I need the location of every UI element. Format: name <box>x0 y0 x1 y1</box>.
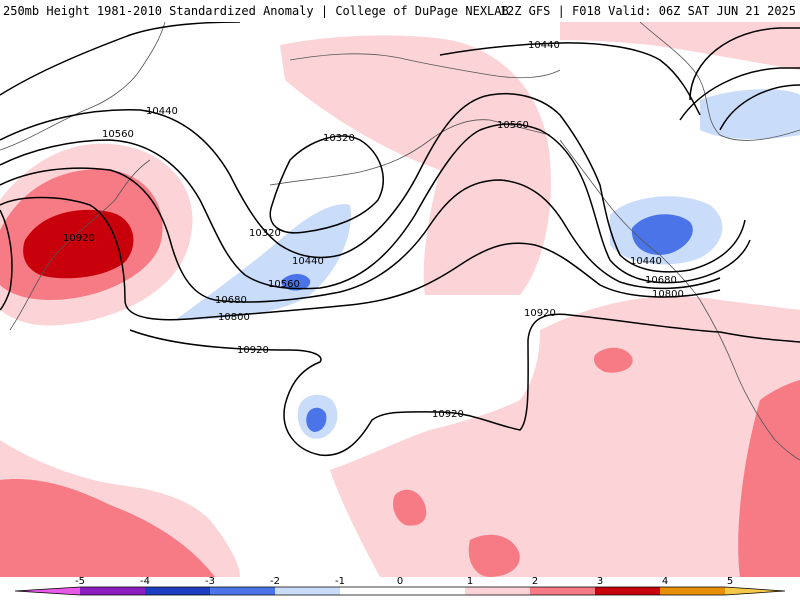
anomaly-neg2-central-pacific <box>281 274 311 291</box>
colorbar-swatches <box>14 586 786 596</box>
colorbar-swatch-neg2 <box>210 587 275 595</box>
anomaly-pos2-southwest <box>0 479 215 577</box>
anomaly-map: 10440 10440 10560 10560 10320 10320 1092… <box>0 22 800 577</box>
contour-10560-west <box>0 123 751 290</box>
coastline-hudson <box>639 22 800 141</box>
coastline-westcoast <box>559 139 800 461</box>
contour-label: 10920 <box>63 233 95 244</box>
coastline-asia <box>0 22 166 151</box>
map-title: 250mb Height 1981-2010 Standardized Anom… <box>3 4 509 18</box>
colorbar-tick-label: 4 <box>662 576 668 587</box>
contour-label: 10920 <box>237 345 269 356</box>
contour-10440-hudson <box>689 27 800 101</box>
colorbar-swatch-neg3 <box>145 587 210 595</box>
contour-label: 10320 <box>323 133 355 144</box>
colorbar-ticks: -5 -4 -3 -2 -1 0 1 2 3 4 5 <box>75 576 733 587</box>
colorbar-tick-label: 0 <box>397 576 403 587</box>
contour-10680-west <box>0 167 721 303</box>
anomaly-neg1-central-pacific <box>175 204 351 320</box>
contour-label: 10560 <box>497 120 529 131</box>
contour-label: 10680 <box>645 275 677 286</box>
anomaly-pos1-southeast <box>330 296 800 577</box>
anomaly-colorbar: -5 -4 -3 -2 -1 0 1 2 3 4 5 <box>14 576 786 596</box>
contour-label: 10680 <box>215 295 247 306</box>
colorbar-tick-label: -1 <box>335 576 345 587</box>
anomaly-pos2-mexico <box>738 380 800 577</box>
contour-10560-hudson-ring1 <box>679 67 800 121</box>
contour-10920-east-loop <box>719 331 800 343</box>
anomaly-pos2-south-center <box>393 489 427 526</box>
contour-10440-top <box>0 22 241 96</box>
contour-10800-west <box>0 196 721 321</box>
contour-labels: 10440 10440 10560 10560 10320 10320 1092… <box>63 40 684 420</box>
coastline-alaska <box>269 119 551 186</box>
anomaly-pos1-arctic <box>560 22 800 70</box>
anomaly-pos2-south-east <box>468 534 520 577</box>
strong-positive-anomaly <box>0 169 800 577</box>
coastline-kamchatka <box>9 159 151 331</box>
colorbar-swatch-pos4 <box>660 587 725 595</box>
contour-10920-main <box>129 313 721 456</box>
contour-label: 10440 <box>528 40 560 51</box>
colorbar-swatch-pos2 <box>530 587 595 595</box>
contour-west-loop <box>0 209 13 311</box>
colorbar-tick-label: 1 <box>467 576 473 587</box>
contour-label: 10440 <box>292 256 324 267</box>
colorbar-swatch-pos5 <box>725 587 785 595</box>
contour-10560-hudson-ring2 <box>719 84 800 131</box>
colorbar-tick-label: -3 <box>205 576 215 587</box>
contour-label: 10920 <box>432 409 464 420</box>
contour-label: 10440 <box>630 256 662 267</box>
contour-label: 10560 <box>268 279 300 290</box>
colorbar-swatch-neg5 <box>15 587 80 595</box>
coastline-alaska-north <box>289 53 561 79</box>
colorbar-tick-label: 5 <box>727 576 733 587</box>
contour-10320 <box>269 135 384 234</box>
colorbar-tick-label: 3 <box>597 576 603 587</box>
colorbar-swatch-neg1 <box>275 587 340 595</box>
map-header: 250mb Height 1981-2010 Standardized Anom… <box>0 0 800 22</box>
colorbar-tick-label: 2 <box>532 576 538 587</box>
contour-label: 10800 <box>652 289 684 300</box>
height-contours <box>0 22 800 456</box>
contour-label: 10320 <box>249 228 281 239</box>
run-info: 12Z GFS | F018 Valid: 06Z SAT JUN 21 202… <box>499 4 796 18</box>
contour-label: 10560 <box>102 129 134 140</box>
colorbar-tick-label: -4 <box>140 576 150 587</box>
contour-label: 10920 <box>524 308 556 319</box>
colorbar-tick-label: -5 <box>75 576 85 587</box>
contour-label: 10800 <box>218 312 250 323</box>
coastlines <box>0 22 800 461</box>
colorbar-swatch-pos3 <box>595 587 660 595</box>
contour-10440-ak <box>439 42 701 116</box>
colorbar-swatch-zero-neg <box>340 587 400 595</box>
negative-anomaly-shading <box>175 89 800 439</box>
anomaly-neg2-hawaii-west <box>306 407 327 432</box>
anomaly-neg1-hudson <box>700 89 800 140</box>
colorbar-swatch-zero-pos <box>400 587 465 595</box>
colorbar-tick-label: -2 <box>270 576 280 587</box>
anomaly-pos1-gulf <box>280 35 551 295</box>
anomaly-pos2-pacific-blob <box>594 347 633 373</box>
colorbar-swatch-pos1 <box>465 587 530 595</box>
contour-10440-west <box>0 93 746 273</box>
colorbar-outline <box>14 586 786 596</box>
contour-label: 10440 <box>146 106 178 117</box>
colorbar-swatch-neg4 <box>80 587 145 595</box>
